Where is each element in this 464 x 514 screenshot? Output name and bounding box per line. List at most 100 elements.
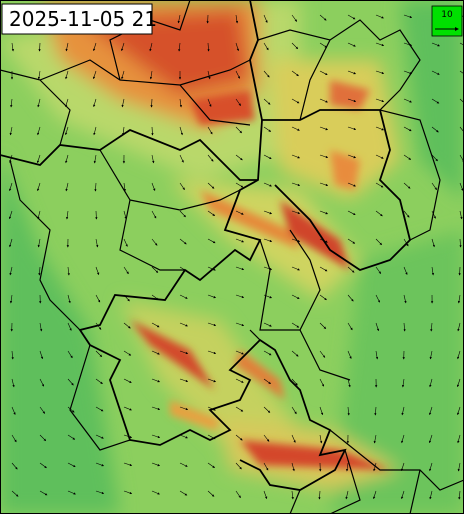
wind-arrow bbox=[11, 434, 17, 443]
wind-arrow bbox=[235, 70, 240, 79]
wind-arrow bbox=[11, 350, 14, 360]
wind-arrow bbox=[149, 42, 153, 52]
wind-arrow bbox=[431, 154, 438, 162]
wind-arrow bbox=[459, 126, 464, 134]
wind-arrow bbox=[375, 98, 385, 103]
wind-arrow bbox=[429, 378, 433, 388]
wind-arrow bbox=[457, 322, 461, 332]
wind-arrow bbox=[403, 98, 412, 103]
wind-arrow bbox=[345, 490, 349, 500]
wind-arrow bbox=[38, 266, 41, 276]
wind-arrow bbox=[123, 434, 133, 439]
wind-arrow bbox=[207, 98, 212, 107]
wind-arrow bbox=[431, 126, 439, 133]
wind-arrow bbox=[291, 350, 299, 357]
wind-arrow bbox=[319, 154, 329, 159]
wind-arrow bbox=[123, 350, 132, 356]
wind-arrow bbox=[39, 434, 47, 442]
wind-arrow bbox=[291, 322, 300, 328]
legend: 10 bbox=[431, 5, 463, 37]
wind-arrow bbox=[263, 378, 271, 385]
wind-arrow bbox=[291, 70, 299, 77]
wind-arrow bbox=[457, 294, 461, 304]
wind-arrow bbox=[291, 490, 294, 500]
wind-arrow bbox=[319, 210, 329, 215]
wind-arrow bbox=[459, 238, 462, 248]
wind-arrow bbox=[207, 154, 214, 162]
wind-arrow bbox=[291, 42, 299, 50]
wind-arrow bbox=[37, 126, 41, 136]
wind-arrow bbox=[403, 238, 409, 247]
wind-arrow bbox=[375, 126, 385, 131]
wind-arrow bbox=[263, 98, 271, 105]
wind-arrow bbox=[456, 406, 461, 416]
wind-arrow bbox=[65, 182, 69, 192]
wind-arrow bbox=[235, 42, 240, 52]
wind-arrow bbox=[207, 490, 215, 497]
wind-arrow bbox=[291, 266, 300, 271]
wind-arrow bbox=[64, 126, 69, 136]
wind-arrow bbox=[65, 210, 69, 220]
wind-arrow bbox=[179, 350, 189, 355]
wind-arrow bbox=[235, 378, 244, 383]
wind-arrow bbox=[375, 238, 383, 246]
wind-arrow bbox=[149, 70, 153, 80]
wind-arrow bbox=[151, 238, 158, 246]
wind-arrow bbox=[67, 434, 76, 440]
wind-arrow bbox=[207, 182, 215, 189]
wind-arrow bbox=[319, 182, 329, 187]
wind-arrow bbox=[235, 98, 241, 106]
wind-arrow bbox=[123, 462, 133, 467]
wind-arrow bbox=[431, 266, 435, 276]
wind-arrow bbox=[95, 238, 99, 248]
wind-arrow bbox=[375, 322, 380, 332]
wind-arrow bbox=[263, 154, 272, 159]
wind-arrow bbox=[8, 210, 13, 220]
wind-arrow bbox=[457, 350, 461, 360]
wind-arrow bbox=[95, 266, 100, 276]
wind-arrow bbox=[235, 322, 245, 327]
wind-arrow bbox=[179, 182, 185, 191]
wind-arrow bbox=[207, 266, 216, 271]
wind-arrow bbox=[347, 182, 356, 187]
wind-arrow bbox=[375, 266, 382, 274]
wind-arrow bbox=[457, 462, 461, 472]
wind-arrow bbox=[67, 266, 70, 276]
wind-arrow bbox=[347, 14, 356, 20]
wind-arrow bbox=[37, 210, 41, 220]
wind-arrow bbox=[207, 322, 217, 327]
wind-arrow bbox=[457, 434, 461, 444]
wind-arrow bbox=[67, 406, 75, 413]
wind-arrow bbox=[93, 98, 97, 108]
wind-arrow bbox=[151, 154, 155, 164]
wind-arrow bbox=[92, 70, 97, 80]
wind-arrow bbox=[459, 210, 463, 220]
wind-arrow bbox=[235, 294, 245, 299]
timestamp: 2025-11-05 21 bbox=[9, 7, 157, 31]
wind-arrow bbox=[67, 378, 74, 386]
wind-arrow bbox=[403, 126, 412, 132]
wind-arrow bbox=[319, 350, 326, 358]
wind-arrow bbox=[8, 182, 13, 192]
wind-arrow bbox=[347, 322, 353, 331]
wind-arrow bbox=[375, 154, 384, 159]
wind-arrow bbox=[207, 210, 216, 216]
wind-arrow bbox=[123, 182, 126, 192]
wind-arrow bbox=[235, 14, 239, 24]
wind-arrow bbox=[235, 182, 244, 188]
wind-arrow bbox=[429, 350, 433, 360]
wind-arrow bbox=[9, 238, 13, 248]
wind-arrow bbox=[375, 210, 383, 217]
wind-arrow bbox=[375, 14, 384, 19]
wind-arrow bbox=[400, 462, 405, 472]
wind-arrow bbox=[291, 14, 298, 22]
wind-arrow bbox=[401, 378, 405, 388]
wind-arrow bbox=[431, 98, 440, 104]
wind-arrow bbox=[95, 462, 105, 467]
wind-arrow bbox=[123, 406, 132, 411]
wind-arrow bbox=[347, 378, 351, 388]
wind-arrow bbox=[431, 70, 440, 75]
wind-arrow bbox=[431, 238, 435, 248]
wind-arrow bbox=[123, 266, 129, 275]
